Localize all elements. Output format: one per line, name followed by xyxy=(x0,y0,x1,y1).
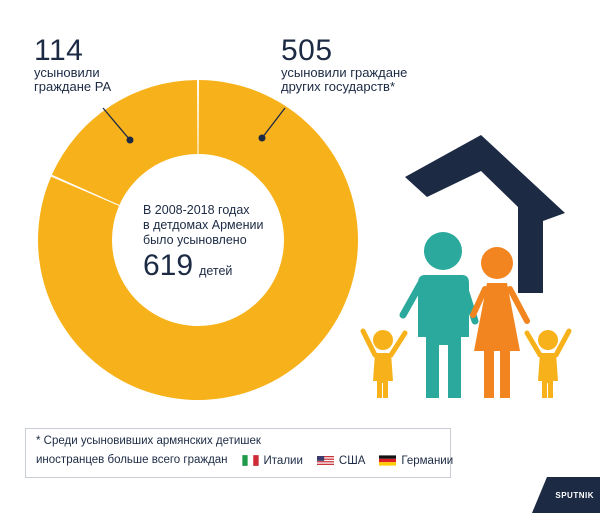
stat-foreign-line2: других государств* xyxy=(281,79,396,94)
stat-local: 114 усыновили граждане РА xyxy=(34,36,111,94)
left-child-figure-icon xyxy=(360,328,408,398)
stat-foreign-line1: усыновили граждане xyxy=(281,65,408,80)
usa-flag-icon xyxy=(316,456,334,465)
center-total-value: 619 xyxy=(143,249,194,282)
donut-segment-local xyxy=(51,80,198,205)
center-total: 619 детей xyxy=(143,250,293,282)
germany-flag-icon xyxy=(379,455,397,466)
sputnik-logo-text: SPUTNIK xyxy=(555,490,594,500)
sputnik-logo: SPUTNIK xyxy=(532,477,600,513)
pointer-local xyxy=(102,107,131,141)
italy-flag-icon xyxy=(241,455,259,466)
country-germany: Германии xyxy=(379,455,453,467)
country-usa: США xyxy=(316,454,366,467)
center-line2: в детдомах Армении xyxy=(143,218,264,232)
mother-figure-icon xyxy=(470,247,530,398)
country-name-italy: Италии xyxy=(263,454,303,467)
stat-local-value: 114 xyxy=(34,34,84,67)
center-total-unit: детей xyxy=(199,264,233,278)
pointer-foreign xyxy=(261,107,286,139)
house-roof-icon xyxy=(405,135,565,293)
right-child-figure-icon xyxy=(524,328,572,398)
stat-local-line2: граждане РА xyxy=(34,79,112,94)
country-name-germany: Германии xyxy=(401,454,454,467)
stat-local-line1: усыновили xyxy=(34,65,100,80)
donut-segment-foreign xyxy=(37,80,359,401)
footnote-box: * Среди усыновивших армянских детишек ин… xyxy=(25,428,453,478)
footnote-row: иностранцев больше всего граждан Италии … xyxy=(36,453,453,468)
donut-center-text: В 2008-2018 годах в детдомах Армении был… xyxy=(143,203,293,282)
footnote-line1: * Среди усыновивших армянских детишек xyxy=(36,435,261,447)
center-line3: было усыновлено xyxy=(143,233,247,247)
country-italy: Италии xyxy=(241,454,303,467)
stat-foreign-value: 505 xyxy=(281,34,333,67)
center-line1: В 2008-2018 годах xyxy=(143,203,250,217)
family-illustration xyxy=(360,135,572,398)
pointer-dot-foreign xyxy=(258,134,266,142)
father-figure-icon xyxy=(399,232,479,398)
footnote-line2: иностранцев больше всего граждан xyxy=(36,454,228,466)
donut-chart xyxy=(37,80,359,401)
country-name-usa: США xyxy=(338,454,366,467)
pointer-dot-local xyxy=(126,136,134,144)
stat-foreign: 505 усыновили граждане других государств… xyxy=(281,36,407,94)
